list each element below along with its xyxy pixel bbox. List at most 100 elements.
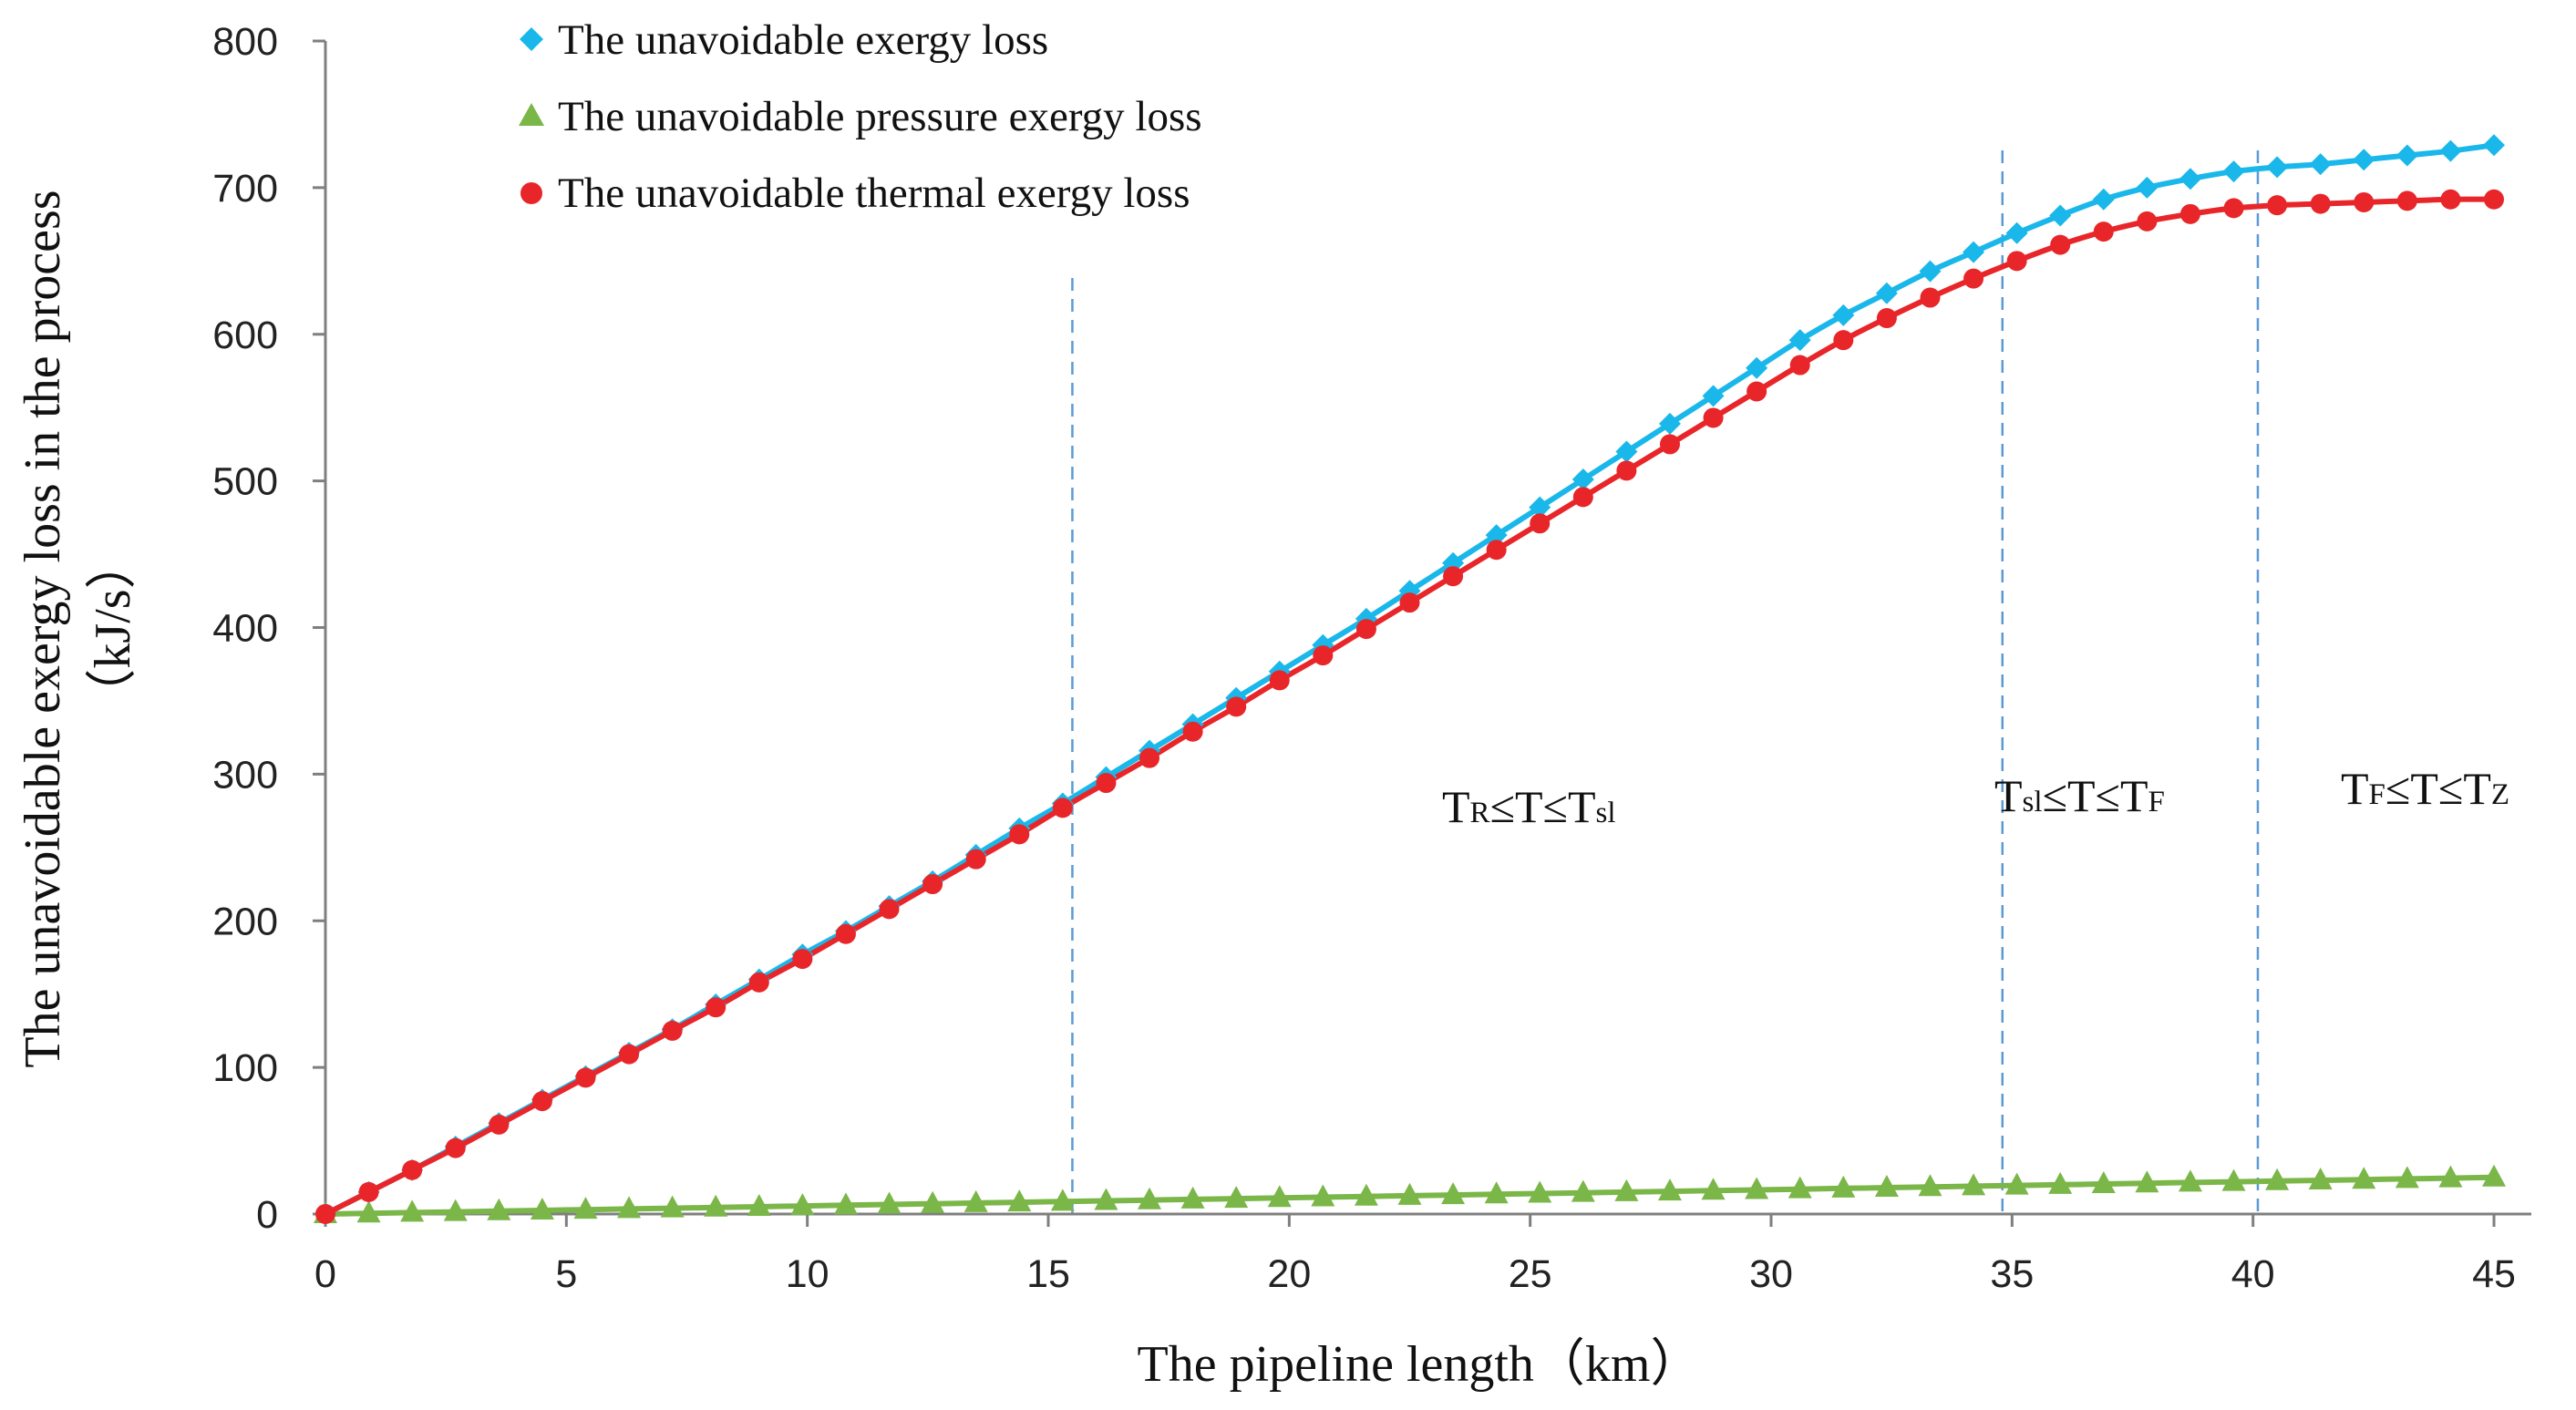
svg-text:TR≤T≤Tsl: TR≤T≤Tsl: [1442, 781, 1616, 832]
data-point-series-2: [1009, 824, 1030, 845]
data-point-series-2: [619, 1044, 640, 1065]
data-point-series-1: [1788, 1176, 1812, 1199]
data-point-series-0: [1746, 356, 1768, 379]
x-tick-label: 15: [1026, 1252, 1070, 1296]
series-line-2: [324, 196, 2495, 1217]
data-point-series-2: [1226, 696, 1247, 717]
data-point-series-2: [922, 874, 943, 895]
data-point-series-0: [1919, 260, 1942, 283]
data-point-series-0: [2179, 168, 2201, 190]
x-tick-label: 45: [2472, 1252, 2516, 1296]
data-point-series-2: [445, 1137, 466, 1158]
data-point-series-2: [2440, 189, 2461, 210]
svg-text:TF≤T≤TZ: TF≤T≤TZ: [2341, 763, 2509, 814]
region-1-main1: T: [1442, 781, 1470, 832]
legend-triangle-icon: [519, 103, 544, 126]
data-point-series-1: [2048, 1171, 2073, 1194]
data-point-series-0: [2136, 176, 2159, 199]
data-point-series-2: [1313, 645, 1334, 666]
region-label-3: TF≤T≤TZ: [2341, 763, 2509, 814]
data-point-series-0: [1529, 496, 1551, 519]
data-point-series-2: [1530, 513, 1551, 534]
region-1-mid: ≤T≤: [1490, 781, 1568, 832]
data-point-series-2: [879, 899, 900, 920]
data-point-series-2: [1182, 721, 1203, 742]
data-point-series-1: [1528, 1180, 1552, 1203]
data-point-series-2: [1139, 747, 1160, 768]
y-axis-ticks: 0 100 200 300 400 500 600 700 800: [212, 20, 325, 1237]
data-point-series-1: [573, 1197, 598, 1220]
data-point-series-1: [704, 1194, 728, 1217]
data-point-series-1: [2221, 1168, 2246, 1191]
data-point-series-2: [1399, 592, 1420, 613]
legend-circle-icon: [520, 182, 542, 204]
data-point-series-2: [1443, 566, 1464, 587]
data-point-series-2: [2006, 251, 2027, 272]
y-tick-label: 0: [256, 1193, 278, 1237]
data-point-series-2: [1920, 287, 1941, 308]
x-axis-title: The pipeline length（km）: [1138, 1336, 1702, 1393]
legend-item-exergy: The unavoidable exergy loss: [520, 16, 1048, 64]
data-point-series-1: [2352, 1167, 2376, 1189]
region-1-main2: T: [1568, 781, 1596, 832]
data-point-series-2: [792, 949, 813, 970]
data-point-series-2: [2267, 195, 2288, 216]
y-tick-label: 500: [212, 460, 278, 504]
region-label-1: TR≤T≤Tsl: [1442, 781, 1616, 832]
region-2-sub2: F: [2148, 786, 2165, 818]
region-2-mid: ≤T≤: [2043, 770, 2120, 821]
data-point-series-2: [1747, 381, 1767, 402]
series-line-0: [324, 142, 2495, 1217]
data-point-series-1: [660, 1195, 685, 1218]
data-point-series-1: [2135, 1170, 2159, 1193]
region-2-main2: T: [2120, 770, 2148, 821]
data-point-series-1: [1397, 1182, 1422, 1205]
data-point-series-1: [1311, 1184, 1335, 1207]
data-point-series-2: [965, 849, 986, 870]
legend-item-pressure: The unavoidable pressure exergy loss: [519, 93, 1202, 140]
data-point-series-1: [2091, 1171, 2116, 1194]
data-point-series-1: [963, 1189, 988, 1212]
data-point-series-1: [2482, 1164, 2506, 1187]
region-2-sub1: sl: [2023, 786, 2043, 818]
data-point-series-2: [1963, 268, 1984, 289]
data-point-series-2: [2223, 198, 2244, 219]
data-point-series-1: [1267, 1185, 1292, 1208]
legend-label-thermal: The unavoidable thermal exergy loss: [558, 170, 1190, 217]
series-markers: [314, 134, 2506, 1225]
data-point-series-2: [2050, 234, 2071, 255]
legend-label-exergy: The unavoidable exergy loss: [558, 16, 1048, 64]
data-point-series-1: [747, 1193, 771, 1216]
region-3-main1: T: [2341, 763, 2369, 814]
data-point-series-1: [1701, 1178, 1726, 1200]
legend-label-pressure: The unavoidable pressure exergy loss: [558, 93, 1202, 140]
data-point-series-1: [790, 1193, 815, 1216]
data-point-series-1: [1138, 1187, 1162, 1209]
data-point-series-1: [400, 1199, 425, 1222]
y-tick-label: 200: [212, 900, 278, 943]
data-point-series-0: [2092, 188, 2115, 211]
region-1-sub1: R: [1470, 797, 1490, 829]
data-point-series-2: [402, 1159, 423, 1180]
x-tick-label: 10: [786, 1252, 829, 1296]
data-point-series-0: [1571, 468, 1594, 491]
region-3-sub2: Z: [2491, 778, 2509, 811]
region-1-sub2: sl: [1596, 797, 1616, 829]
data-point-series-1: [1745, 1177, 1769, 1199]
data-point-series-1: [1874, 1175, 1899, 1198]
data-point-series-1: [530, 1197, 554, 1220]
data-point-series-2: [1269, 670, 1290, 691]
region-label-2: Tsl≤T≤TF: [1994, 770, 2165, 821]
x-tick-label: 0: [314, 1252, 336, 1296]
y-tick-label: 400: [212, 607, 278, 651]
region-dividers: [1071, 150, 2260, 1214]
data-point-series-2: [2179, 203, 2200, 224]
data-point-series-2: [1789, 355, 1810, 376]
y-axis-title-line2: （kJ/s）: [85, 538, 141, 719]
data-point-series-1: [2004, 1172, 2029, 1195]
data-point-series-0: [2309, 153, 2332, 176]
region-3-main2: T: [2463, 763, 2491, 814]
series-lines: [324, 142, 2495, 1217]
data-point-series-1: [1484, 1181, 1509, 1204]
